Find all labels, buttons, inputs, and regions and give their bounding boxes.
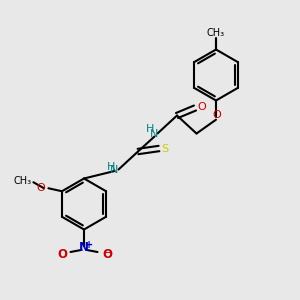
Text: N: N — [110, 165, 118, 176]
Text: O: O — [58, 248, 68, 262]
Text: S: S — [161, 143, 169, 154]
Text: −: − — [103, 248, 113, 258]
Text: N: N — [79, 241, 89, 254]
Text: H: H — [106, 161, 115, 172]
Text: N: N — [150, 128, 158, 139]
Text: O: O — [197, 101, 206, 112]
Text: O: O — [37, 183, 45, 193]
Text: CH₃: CH₃ — [207, 28, 225, 38]
Text: O: O — [102, 248, 112, 262]
Text: O: O — [212, 110, 221, 121]
Text: H: H — [146, 124, 154, 134]
Text: +: + — [85, 240, 93, 250]
Text: CH₃: CH₃ — [13, 176, 31, 186]
